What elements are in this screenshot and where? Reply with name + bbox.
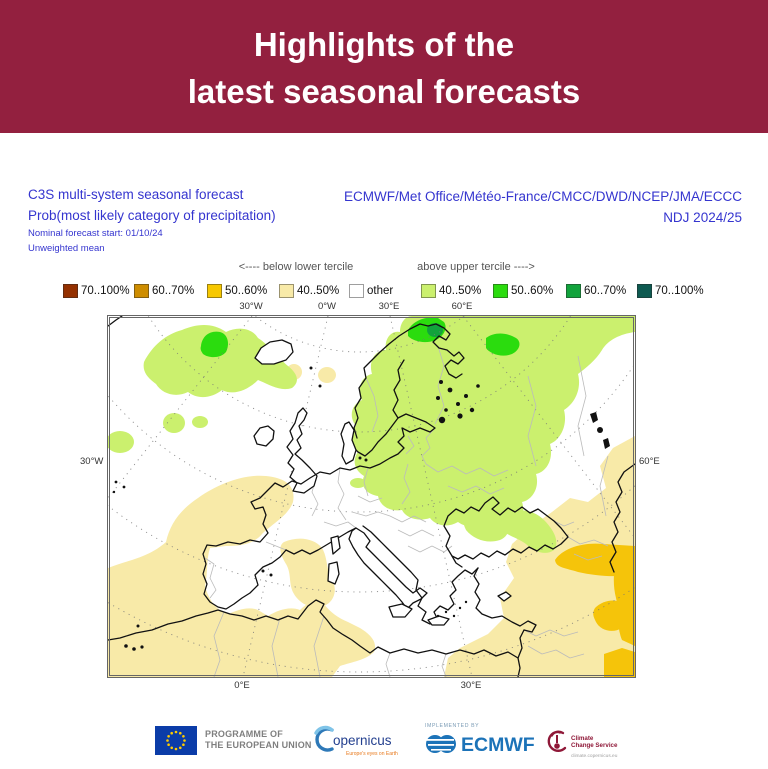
banner-line-2: latest seasonal forecasts — [187, 73, 581, 110]
country-borders — [204, 345, 609, 677]
legend-item-below-70-100: 70..100% — [63, 283, 130, 298]
forecast-systems: ECMWF/Met Office/Météo-France/CMCC/DWD/N… — [343, 189, 742, 204]
axis-top-0w: 0°W — [317, 301, 337, 312]
swatch-below-60-70-icon — [134, 283, 149, 298]
climate-change-service-logo: Climate Change Service climate.copernicu… — [543, 716, 658, 769]
field-below-tercile — [108, 364, 635, 677]
ccs-icon: Climate Change Service climate.copernicu… — [547, 730, 618, 759]
swatch-above-50-60-icon — [493, 283, 508, 298]
axis-left-30w: 30°W — [80, 456, 104, 467]
ccs-url: climate.copernicus.eu — [571, 753, 618, 759]
ccs-line1: Climate — [571, 735, 594, 742]
swatch-above-40-50-icon — [421, 283, 436, 298]
swatch-other-icon — [349, 283, 364, 298]
forecast-header-left: C3S multi-system seasonal forecast Prob(… — [28, 184, 276, 256]
legend-item-above-50-60: 50..60% — [493, 283, 553, 298]
nominal-start: Nominal forecast start: 01/10/24 — [28, 228, 163, 239]
europe-precipitation-map-canvas — [108, 316, 635, 677]
swatch-below-50-60-icon — [207, 283, 222, 298]
eu-flag-icon — [155, 726, 197, 755]
legend-item-above-70-100: 70..100% — [637, 283, 704, 298]
copernicus-tagline: Europe's eyes on Earth — [346, 751, 398, 757]
legend-item-below-40-50: 40..50% — [279, 283, 339, 298]
swatch-below-70-100-icon — [63, 283, 78, 298]
legend-item-below-60-70: 60..70% — [134, 283, 194, 298]
copernicus-wordmark: opernicus — [333, 733, 392, 748]
forecast-season: NDJ 2024/25 — [663, 210, 742, 225]
title-banner: Highlights of the latest seasonal foreca… — [0, 0, 768, 133]
copernicus-icon: opernicus Europe's eyes on Earth — [314, 725, 398, 757]
graticule-grid — [108, 316, 635, 677]
axis-top-60e: 60°E — [451, 301, 473, 312]
coastlines — [108, 316, 635, 677]
legend-item-above-40-50: 40..50% — [421, 283, 481, 298]
mean-type: Unweighted mean — [28, 243, 105, 254]
field-above-tercile — [108, 316, 635, 553]
legend-below-tercile-label: <---- below lower tercile — [238, 261, 354, 273]
swatch-above-60-70-icon — [566, 283, 581, 298]
ecmwf-icon: IMPLEMENTED BY ECMWF — [425, 723, 535, 756]
legend-above-tercile-label: above upper tercile ----> — [417, 261, 535, 273]
legend-item-above-60-70: 60..70% — [566, 283, 626, 298]
ccs-line2: Change Service — [571, 742, 618, 749]
implemented-by-label: IMPLEMENTED BY — [425, 723, 479, 729]
banner-line-1: Highlights of the — [253, 26, 515, 63]
axis-bottom-30e: 30°E — [460, 680, 482, 691]
map-inner-frame — [109, 317, 634, 676]
forecast-subtitle: Prob(most likely category of precipitati… — [28, 208, 276, 223]
forecast-header-right: ECMWF/Met Office/Météo-France/CMCC/DWD/N… — [344, 186, 742, 228]
axis-top-30w: 30°W — [239, 301, 263, 312]
axis-bottom-0e: 0°E — [234, 680, 250, 691]
legend-item-other: other — [349, 283, 393, 298]
forecast-title: C3S multi-system seasonal forecast — [28, 187, 244, 202]
swatch-above-70-100-icon — [637, 283, 652, 298]
copernicus-logo: opernicus Europe's eyes on Earth — [308, 718, 403, 767]
eu-programme-text: PROGRAMME OF THE EUROPEAN UNION — [205, 729, 312, 750]
swatch-below-40-50-icon — [279, 283, 294, 298]
ecmwf-logo: IMPLEMENTED BY ECMWF — [424, 718, 539, 763]
axis-top-30e: 30°E — [378, 301, 400, 312]
eu-flag-logo — [155, 726, 197, 760]
legend-item-below-50-60: 50..60% — [207, 283, 267, 298]
axis-right-60e: 60°E — [639, 456, 660, 467]
probability-map — [107, 315, 636, 678]
lakes-and-islets — [112, 366, 610, 651]
ecmwf-wordmark: ECMWF — [461, 734, 535, 756]
